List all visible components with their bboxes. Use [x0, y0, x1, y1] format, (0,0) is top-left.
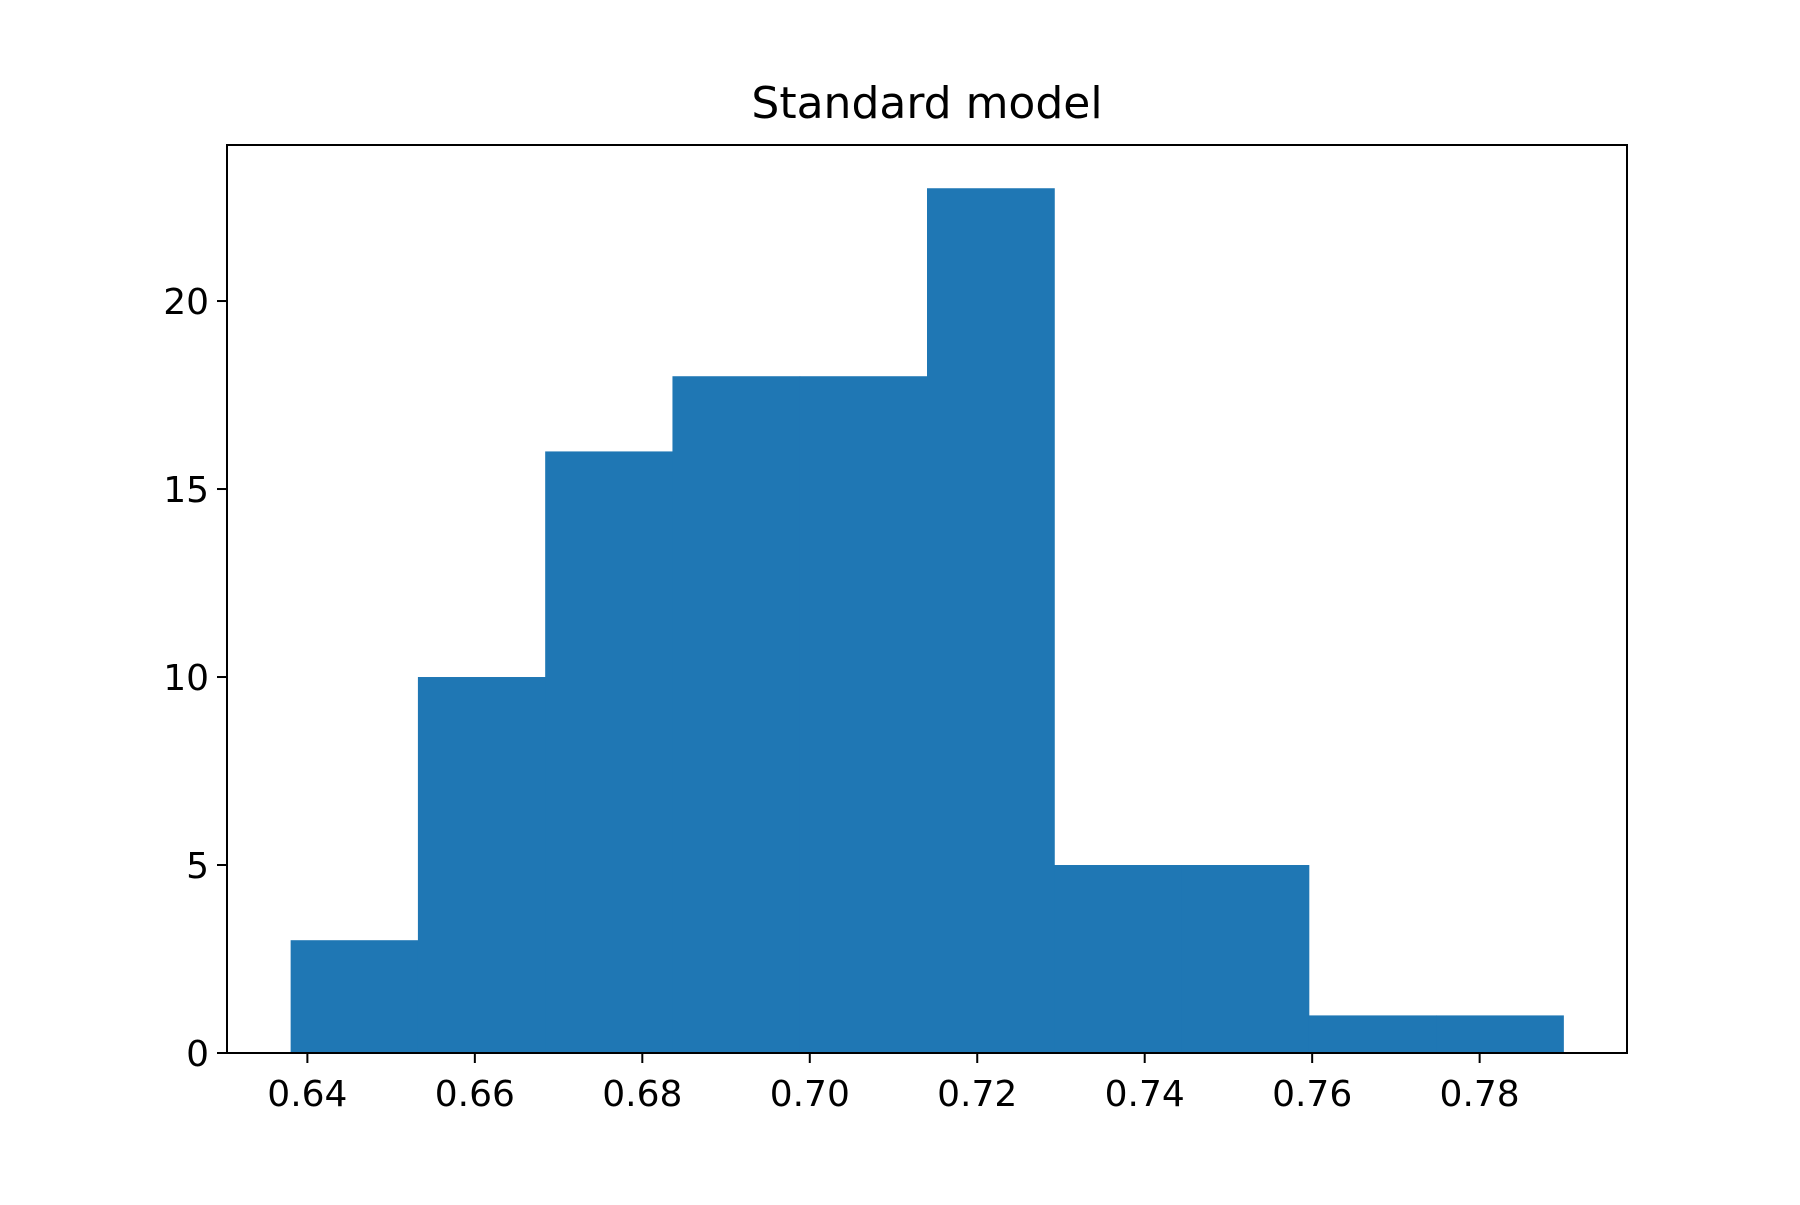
- histogram-bar: [417, 677, 546, 1053]
- y-tick-label: 15: [163, 470, 209, 511]
- histogram-bar: [545, 451, 673, 1053]
- histogram-bar: [927, 188, 1055, 1053]
- y-tick-label: 5: [186, 846, 209, 887]
- x-tick-label: 0.78: [1440, 1074, 1520, 1115]
- y-tick-label: 0: [186, 1034, 209, 1075]
- x-tick-label: 0.74: [1105, 1074, 1185, 1115]
- histogram-bar: [1181, 865, 1310, 1053]
- histogram-bar: [1308, 1015, 1437, 1053]
- y-tick-label: 10: [163, 658, 209, 699]
- x-tick-label: 0.70: [770, 1074, 850, 1115]
- x-tick-label: 0.66: [435, 1074, 515, 1115]
- x-tick-label: 0.64: [267, 1074, 347, 1115]
- bars-layer: [290, 188, 1564, 1053]
- histogram-bar: [1054, 865, 1183, 1053]
- histogram-bar: [290, 940, 419, 1053]
- histogram-bar: [1436, 1015, 1564, 1053]
- chart-title: Standard model: [751, 78, 1102, 129]
- x-tick-label: 0.72: [937, 1074, 1017, 1115]
- x-tick-label: 0.76: [1272, 1074, 1352, 1115]
- histogram-bar: [672, 376, 801, 1053]
- axes-layer: 0.64 0.66 0.68 0.70 0.72 0.74 0.76 0.78 0 5 10 15 20: [163, 282, 1520, 1115]
- x-tick-label: 0.68: [602, 1074, 682, 1115]
- y-tick-label: 20: [163, 282, 209, 323]
- plot-area-frame: [226, 144, 1628, 1054]
- histogram-bar: [799, 376, 928, 1053]
